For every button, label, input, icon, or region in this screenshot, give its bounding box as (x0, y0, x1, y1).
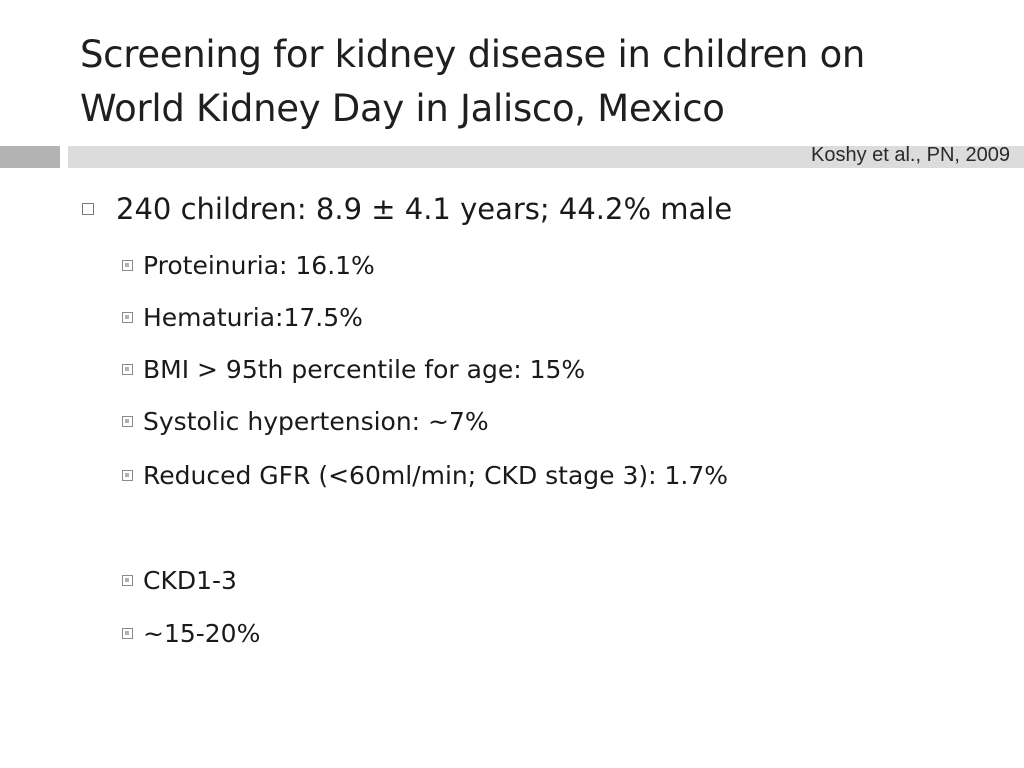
slide-title-line-1: Screening for kidney disease in children… (80, 33, 866, 76)
main-bullet-text: 240 children: 8.9 ± 4.1 years; 44.2% mal… (116, 192, 733, 226)
square-bullet-icon (122, 628, 133, 639)
square-bullet-icon (122, 575, 133, 586)
sub-bullet-proteinuria: Proteinuria: 16.1% (122, 251, 375, 280)
decor-bar-left (0, 146, 60, 168)
sub-bullet-text: Proteinuria: 16.1% (143, 251, 375, 280)
citation: Koshy et al., PN, 2009 (810, 144, 1010, 166)
square-bullet-icon (122, 312, 133, 323)
square-bullet-icon (122, 470, 133, 481)
sub-bullet-text: Hematuria:17.5% (143, 303, 363, 332)
decor-bar-right (68, 146, 1024, 168)
sub-bullet-gfr: Reduced GFR (<60ml/min; CKD stage 3): 1.… (122, 461, 728, 490)
square-bullet-icon (122, 364, 133, 375)
sub-bullet-text: CKD1-3 (143, 566, 237, 595)
square-bullet-icon (82, 203, 94, 215)
sub-bullet-text: Reduced GFR (<60ml/min; CKD stage 3): 1.… (143, 461, 729, 490)
sub-bullet-hypertension: Systolic hypertension: ~7% (122, 407, 489, 436)
square-bullet-icon (122, 416, 133, 427)
sub-bullet-ckd-percent: ~15-20% (122, 619, 260, 648)
sub-bullet-hematuria: Hematuria:17.5% (122, 303, 363, 332)
sub-bullet-text: BMI > 95th percentile for age: 15% (143, 355, 586, 384)
sub-bullet-text: ~15-20% (143, 619, 261, 648)
sub-bullet-text: Systolic hypertension: ~7% (143, 407, 489, 436)
slide-title: Screening for kidney disease in children… (80, 28, 980, 136)
main-bullet: 240 children: 8.9 ± 4.1 years; 44.2% mal… (82, 192, 732, 226)
sub-bullet-bmi: BMI > 95th percentile for age: 15% (122, 355, 585, 384)
square-bullet-icon (122, 260, 133, 271)
sub-bullet-ckd: CKD1-3 (122, 566, 237, 595)
slide-title-line-2: World Kidney Day in Jalisco, Mexico (80, 87, 725, 130)
